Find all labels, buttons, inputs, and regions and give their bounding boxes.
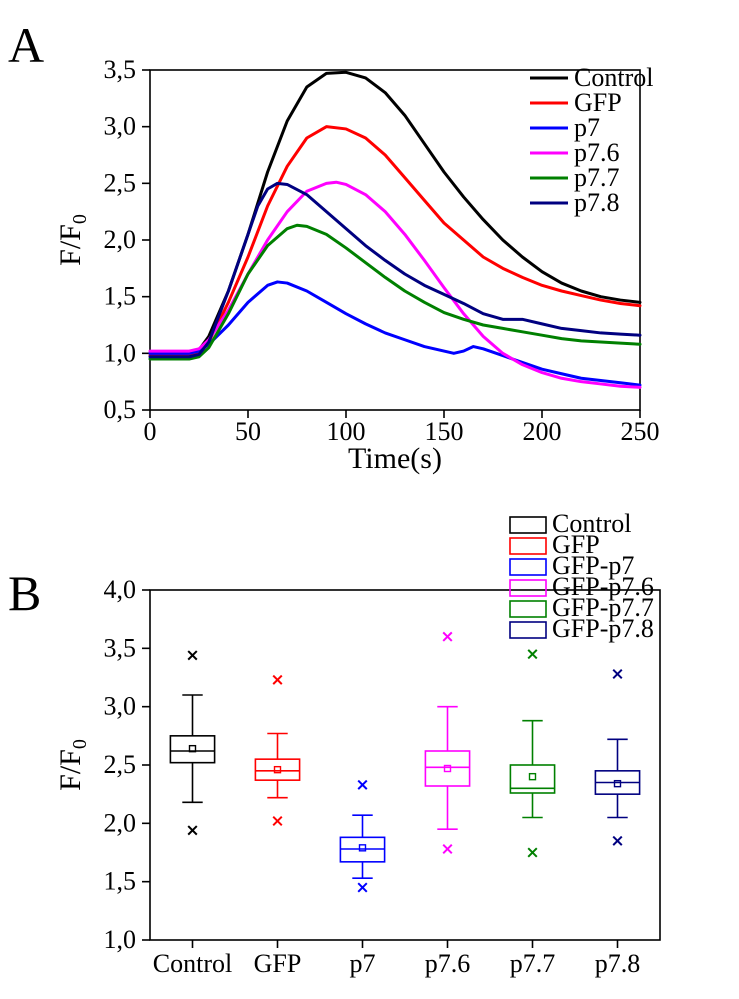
- legend-swatch: [510, 601, 546, 617]
- legend-label: GFP-p7.8: [552, 614, 654, 643]
- ytick-label: 1,5: [104, 867, 137, 896]
- xtick-label: 250: [621, 417, 660, 446]
- category-label: p7: [350, 949, 376, 978]
- ytick-label: 0,5: [104, 395, 137, 424]
- ytick-label: 1,5: [104, 282, 137, 311]
- mean-marker: [530, 774, 536, 780]
- mean-marker: [275, 767, 281, 773]
- box: [170, 736, 214, 763]
- mean-marker: [445, 766, 451, 772]
- category-label: p7.6: [425, 949, 471, 978]
- ytick-label: 1,0: [104, 338, 137, 367]
- panel-a-axes: [150, 70, 640, 410]
- figure: A0501001502002500,51,01,52,02,53,03,5Tim…: [0, 0, 739, 999]
- legend-swatch: [510, 559, 546, 575]
- ytick-label: 3,5: [104, 55, 137, 84]
- box: [255, 759, 299, 780]
- panel-a-label: A: [8, 17, 44, 73]
- panel-a-ylabel: F/F0: [54, 214, 91, 266]
- category-label: p7.7: [510, 949, 556, 978]
- box: [425, 751, 469, 786]
- ytick-label: 3,0: [104, 112, 137, 141]
- ytick-label: 2,5: [104, 168, 137, 197]
- ytick-label: 3,5: [104, 633, 137, 662]
- panel-b-label: B: [8, 565, 41, 621]
- panel-a-xlabel: Time(s): [348, 442, 442, 475]
- xtick-label: 0: [144, 417, 157, 446]
- legend-swatch: [510, 580, 546, 596]
- xtick-label: 50: [235, 417, 261, 446]
- ytick-label: 2,5: [104, 750, 137, 779]
- xtick-label: 200: [523, 417, 562, 446]
- legend-swatch: [510, 538, 546, 554]
- legend-swatch: [510, 622, 546, 638]
- ytick-label: 3,0: [104, 692, 137, 721]
- ytick-label: 4,0: [104, 575, 137, 604]
- category-label: GFP: [254, 949, 302, 978]
- legend-label: p7.8: [574, 188, 620, 217]
- ytick-label: 1,0: [104, 925, 137, 954]
- mean-marker: [615, 781, 621, 787]
- mean-marker: [360, 845, 366, 851]
- series-line: [150, 282, 640, 385]
- ytick-label: 2,0: [104, 225, 137, 254]
- legend-swatch: [510, 517, 546, 533]
- panel-b-ylabel: F/F0: [54, 739, 91, 791]
- category-label: Control: [153, 949, 232, 978]
- ytick-label: 2,0: [104, 808, 137, 837]
- category-label: p7.8: [595, 949, 641, 978]
